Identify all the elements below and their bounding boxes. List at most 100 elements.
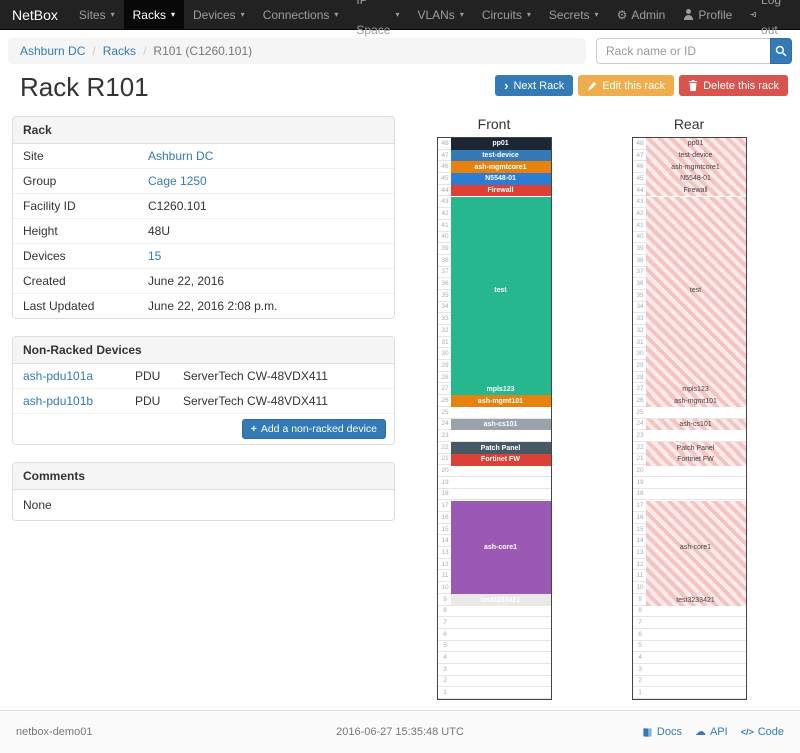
unit-number: 34 <box>441 303 449 311</box>
search-input[interactable] <box>596 38 770 64</box>
nav-item-devices[interactable]: Devices ▾ <box>184 0 254 29</box>
unit-number: 26 <box>636 396 644 404</box>
nav-item-sites[interactable]: Sites ▾ <box>70 0 124 29</box>
unit-number: 38 <box>636 256 644 264</box>
rack-device-label: Patch Panel <box>480 444 521 452</box>
rack-device-rear[interactable]: ash-mgmt101 <box>645 395 746 408</box>
nav-item-secrets[interactable]: Secrets ▾ <box>540 0 608 29</box>
device-link[interactable]: ash-pdu101a <box>23 369 94 383</box>
info-value: 15 <box>138 243 394 269</box>
rack-device-rear[interactable]: N5548-01 <box>645 173 746 185</box>
unit-number: 32 <box>441 326 449 334</box>
rack-device-front[interactable]: ash-mgmtcore1 <box>450 161 551 174</box>
unit-number: 43 <box>441 198 449 206</box>
rack-unit-row: 6 <box>437 629 551 641</box>
pencil-icon <box>588 81 597 90</box>
unit-number: 39 <box>441 245 449 253</box>
nav-item-label: Sites <box>78 7 106 22</box>
nav-item-log-out[interactable]: Log out <box>741 0 794 37</box>
unit-number: 33 <box>636 315 644 323</box>
rack-device-label: N5548-01 <box>485 175 516 183</box>
device-name-cell: ash-pdu101b <box>13 388 125 413</box>
unit-number: 6 <box>638 630 642 638</box>
footer-link-docs[interactable]: Docs <box>642 726 682 738</box>
nav-item-ip-space[interactable]: IP Space ▾ <box>347 0 408 37</box>
comments-body: None <box>23 498 52 512</box>
rack-device-label: mpls123 <box>486 386 515 394</box>
add-nonracked-device-button[interactable]: + Add a non-racked device <box>241 419 386 439</box>
nav-item-connections[interactable]: Connections ▾ <box>254 0 348 29</box>
rack-unit-row: 5 <box>437 641 551 653</box>
unit-number: 10 <box>441 583 449 591</box>
rack-device-front[interactable]: test <box>450 196 551 384</box>
nav-item-profile[interactable]: Profile <box>674 0 741 29</box>
brand-logo[interactable]: NetBox <box>12 7 58 23</box>
rack-device-front[interactable]: pp01 <box>450 138 551 150</box>
footer-link-label: Code <box>757 726 784 738</box>
rack-device-front[interactable]: test-device <box>450 149 551 162</box>
rack-device-rear[interactable]: Firewall <box>645 184 746 197</box>
unit-number: 12 <box>441 560 449 568</box>
nav-item-circuits[interactable]: Circuits ▾ <box>473 0 540 29</box>
rack-device-rear[interactable]: test <box>645 196 746 384</box>
info-value-link[interactable]: Ashburn DC <box>148 149 214 163</box>
rack-device-rear[interactable]: test-device <box>645 149 746 162</box>
rack-device-rear[interactable]: ash-cs101 <box>645 418 746 431</box>
unit-number: 48 <box>441 139 449 147</box>
rack-device-label: mpls123 <box>682 386 709 394</box>
search-button[interactable] <box>770 38 792 64</box>
rack-device-label: pp01 <box>492 140 509 148</box>
delete-rack-button[interactable]: Delete this rack <box>679 75 788 96</box>
rack-device-front[interactable]: mpls123 <box>450 383 551 396</box>
rack-device-rear[interactable]: ash-core1 <box>645 500 746 595</box>
rack-device-front[interactable]: ash-mgmt101 <box>450 395 551 408</box>
rack-device-rear[interactable]: mpls123 <box>645 383 746 396</box>
unit-number: 3 <box>443 665 447 673</box>
unit-number: 48 <box>636 139 644 147</box>
unit-number: 35 <box>441 291 449 299</box>
footer-link-api[interactable]: ☁ API <box>695 726 728 738</box>
breadcrumb-link[interactable]: Ashburn DC <box>20 44 86 58</box>
rack-info-row: Height 48U <box>13 218 394 244</box>
rack-unit-row: 7 <box>632 617 746 629</box>
rack-device-rear[interactable]: pp01 <box>645 138 746 150</box>
rack-device-rear[interactable]: ash-mgmtcore1 <box>645 161 746 174</box>
rack-device-front[interactable]: ash-core1 <box>450 500 551 595</box>
unit-number: 16 <box>441 513 449 521</box>
rack-device-rear[interactable]: Patch Panel <box>645 442 746 454</box>
next-rack-button[interactable]: › Next Rack <box>495 75 574 96</box>
rack-unit-row: 25 <box>632 407 746 419</box>
rack-device-rear[interactable]: Fortinet FW <box>645 453 746 466</box>
nav-item-label: Profile <box>698 7 733 22</box>
device-role: PDU <box>135 369 161 383</box>
info-value: Ashburn DC <box>138 144 394 169</box>
rack-device-front[interactable]: ash-cs101 <box>450 418 551 431</box>
user-menu: ⚙Admin Profile Log out <box>608 0 795 37</box>
info-value: Cage 1250 <box>138 168 394 194</box>
rack-device-front[interactable]: Firewall <box>450 184 551 197</box>
rack-device-label: Fortinet FW <box>481 456 520 464</box>
breadcrumb-link[interactable]: Racks <box>102 44 137 58</box>
nav-item-label: IP Space <box>356 0 391 37</box>
rack-unit-row: 18 <box>437 489 551 501</box>
unit-number: 40 <box>441 233 449 241</box>
unit-number: 33 <box>441 315 449 323</box>
nav-item-admin[interactable]: ⚙ Admin <box>608 0 675 29</box>
info-value-link[interactable]: Cage 1250 <box>148 174 207 188</box>
footer-link-label: Docs <box>656 726 682 738</box>
nav-item-vlans[interactable]: VLANs ▾ <box>408 0 472 29</box>
rack-device-front[interactable]: test3233421 <box>450 594 551 606</box>
unit-number: 2 <box>443 677 447 685</box>
nav-item-racks[interactable]: Racks ▾ <box>123 0 184 29</box>
rack-device-front[interactable]: N5548-01 <box>450 173 551 185</box>
rack-device-front[interactable]: Patch Panel <box>450 442 551 454</box>
info-value-link[interactable]: 15 <box>148 249 162 263</box>
footer-link-code[interactable]: </> Code <box>741 726 784 738</box>
rack-device-front[interactable]: Fortinet FW <box>450 453 551 466</box>
unit-number: 28 <box>636 373 644 381</box>
unit-number: 7 <box>638 619 642 627</box>
rack-device-rear[interactable]: test3233421 <box>645 594 746 606</box>
edit-rack-button[interactable]: Edit this rack <box>578 75 675 96</box>
breadcrumb-row: Ashburn DC / Racks / R101 (C1260.101) <box>8 38 792 64</box>
device-link[interactable]: ash-pdu101b <box>23 394 94 408</box>
